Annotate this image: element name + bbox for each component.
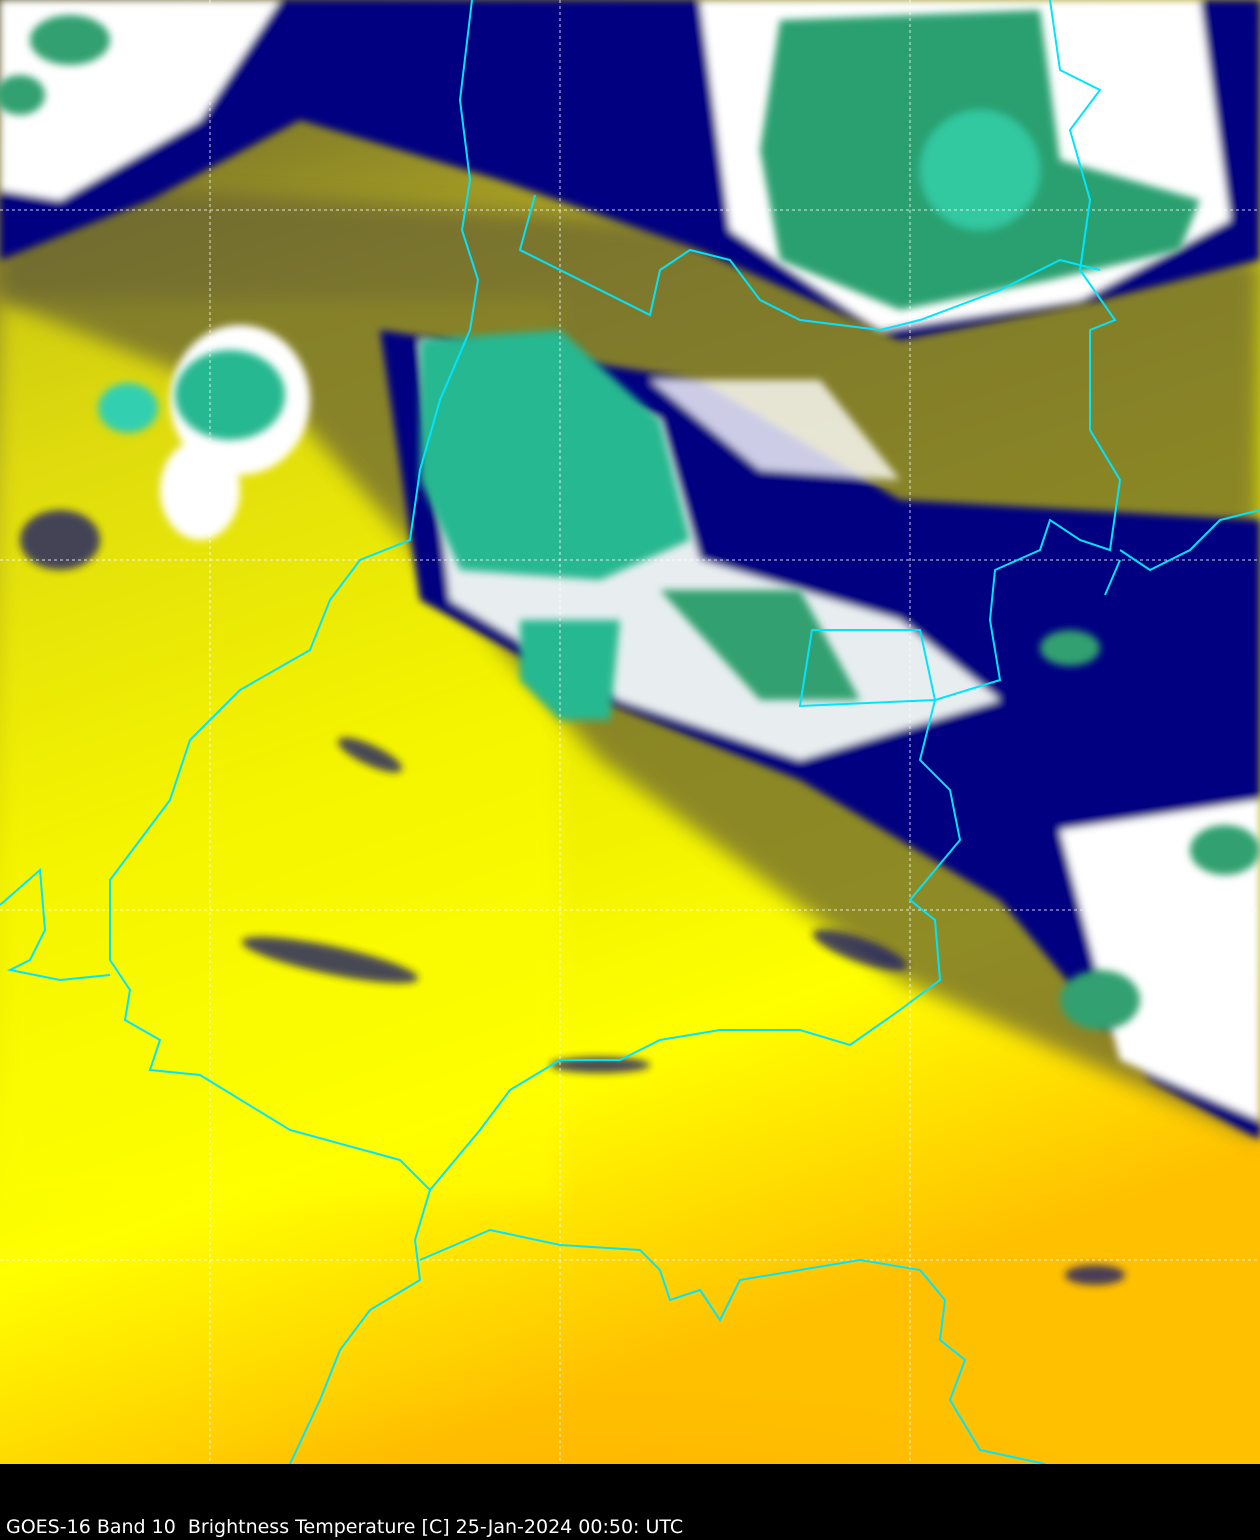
coldest-cloud-tops xyxy=(0,10,1260,1030)
warmest-region xyxy=(140,1250,1140,1464)
country-borders xyxy=(0,0,1260,1464)
lat-lon-grid xyxy=(0,0,1260,1464)
satellite-map xyxy=(0,0,1260,1464)
mid-level-streaks xyxy=(20,510,1125,1285)
image-caption: GOES-16 Band 10 Brightness Temperature [… xyxy=(6,1516,684,1538)
